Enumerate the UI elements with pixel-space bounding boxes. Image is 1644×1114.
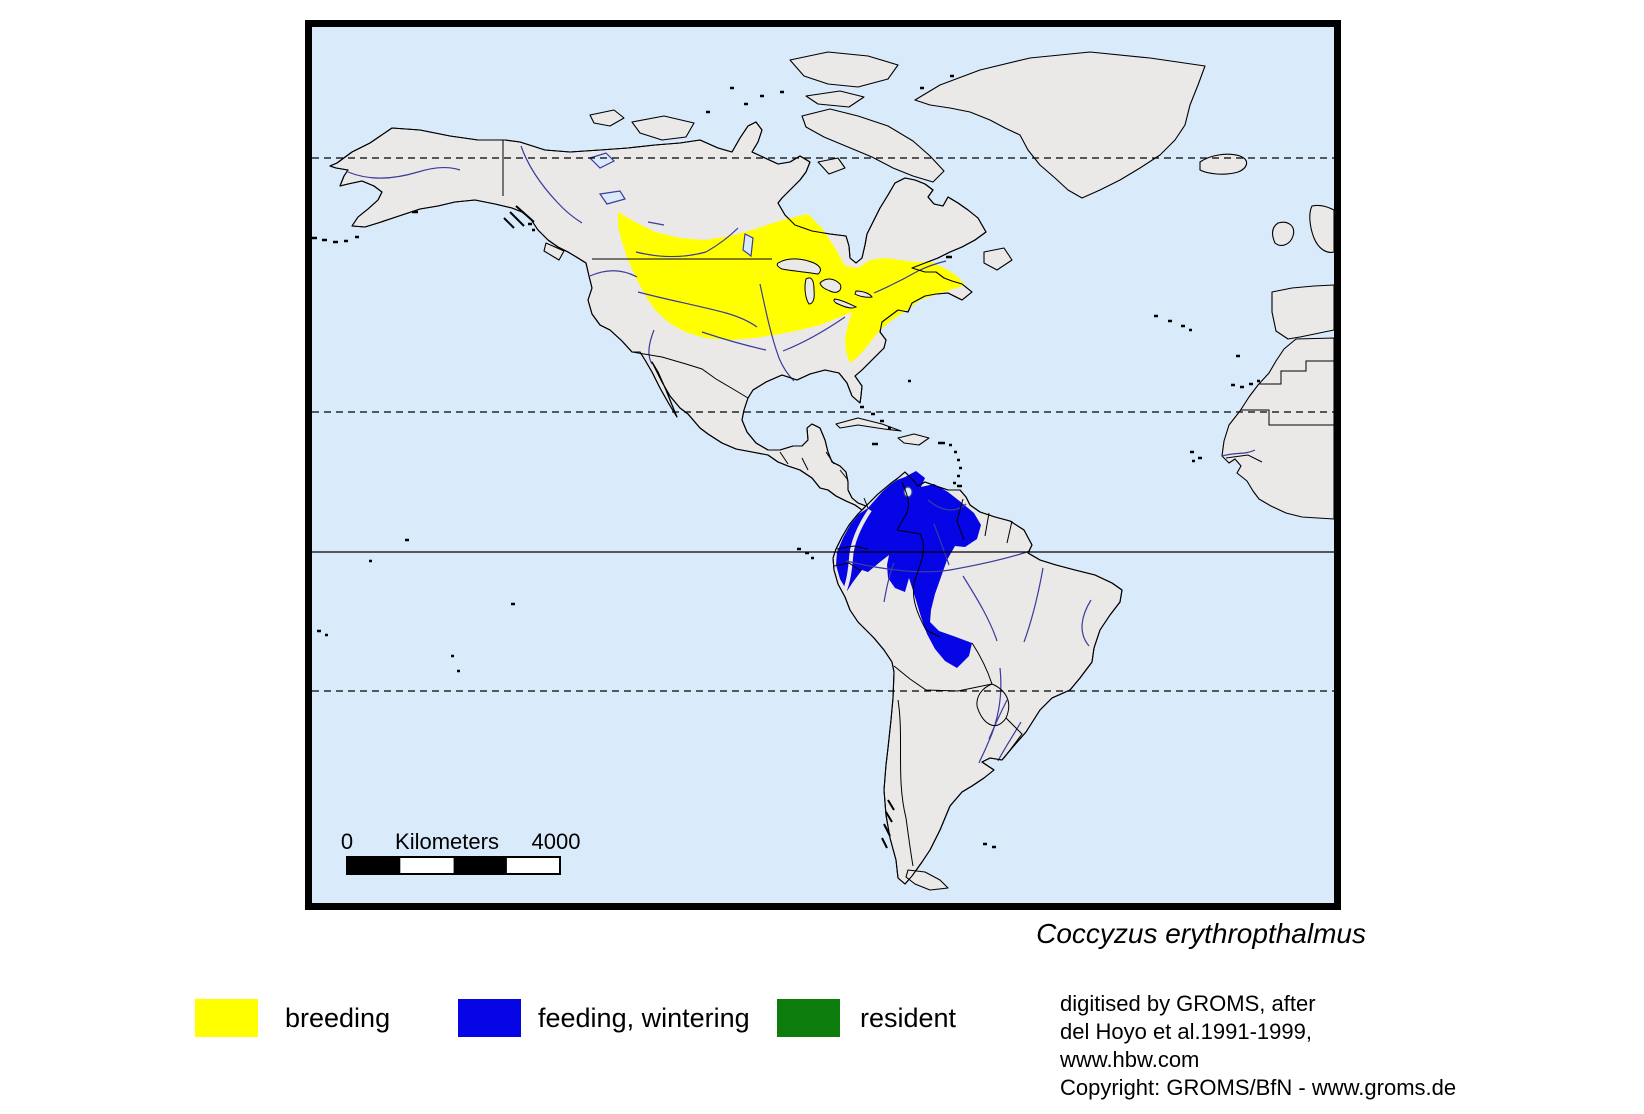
devon-island xyxy=(805,90,865,108)
southampton-island xyxy=(817,157,846,175)
resident-label: resident xyxy=(860,1002,957,1033)
baffin-island xyxy=(801,108,945,183)
breeding-label: breeding xyxy=(285,1002,391,1033)
map-svg: 0 Kilometers 4000 xyxy=(312,27,1334,903)
feeding-wintering-swatch xyxy=(458,999,521,1037)
scale-unit-label: Kilometers xyxy=(395,829,499,854)
andes-gap-line xyxy=(843,508,872,591)
legend-item-resident: resident xyxy=(777,999,956,1037)
scale-end-label: 4000 xyxy=(532,829,581,854)
breeding-swatch xyxy=(195,999,258,1037)
legend-item-feeding-wintering: feeding, wintering xyxy=(458,999,750,1037)
banks-island xyxy=(589,109,625,127)
attribution-line: digitised by GROMS, after xyxy=(1060,991,1316,1016)
iceland-landmass xyxy=(1199,153,1248,175)
newfoundland-island xyxy=(983,247,1013,271)
tierra-del-fuego xyxy=(905,869,949,891)
northern-lakes xyxy=(588,152,913,498)
vancouver-island xyxy=(543,242,565,261)
resident-swatch xyxy=(777,999,840,1037)
attribution-line: www.hbw.com xyxy=(1060,1047,1200,1072)
small-islands xyxy=(312,74,1260,849)
ellesmere-island xyxy=(789,51,899,88)
scale-start-label: 0 xyxy=(341,829,353,854)
cuba-island xyxy=(835,417,902,432)
feeding-wintering-label: feeding, wintering xyxy=(538,1002,750,1033)
wintering-range-polygon xyxy=(836,471,981,668)
hispaniola-island xyxy=(897,433,930,446)
victoria-island xyxy=(631,115,695,141)
attribution-line: Copyright: GROMS/BfN - www.groms.de xyxy=(1060,1075,1457,1100)
iberia-landmass xyxy=(1271,284,1334,340)
map-frame: 0 Kilometers 4000 xyxy=(305,20,1341,910)
landmasses xyxy=(329,51,1334,891)
greenland-landmass xyxy=(914,51,1206,199)
legend-item-breeding: breeding xyxy=(195,999,390,1037)
great-lakes xyxy=(776,258,873,309)
graticule xyxy=(312,157,1334,692)
country-borders xyxy=(502,140,1334,867)
britain-landmass xyxy=(1309,204,1334,253)
scale-bar: 0 Kilometers 4000 xyxy=(341,829,581,875)
attribution-block: digitised by GROMS, after del Hoyo et al… xyxy=(1060,990,1456,1102)
africa-landmass xyxy=(1221,337,1334,520)
species-title: Coccyzus erythropthalmus xyxy=(1036,918,1366,949)
ireland-landmass xyxy=(1272,221,1295,246)
breeding-range-polygon xyxy=(618,212,965,363)
attribution-line: del Hoyo et al.1991-1999, xyxy=(1060,1019,1312,1044)
